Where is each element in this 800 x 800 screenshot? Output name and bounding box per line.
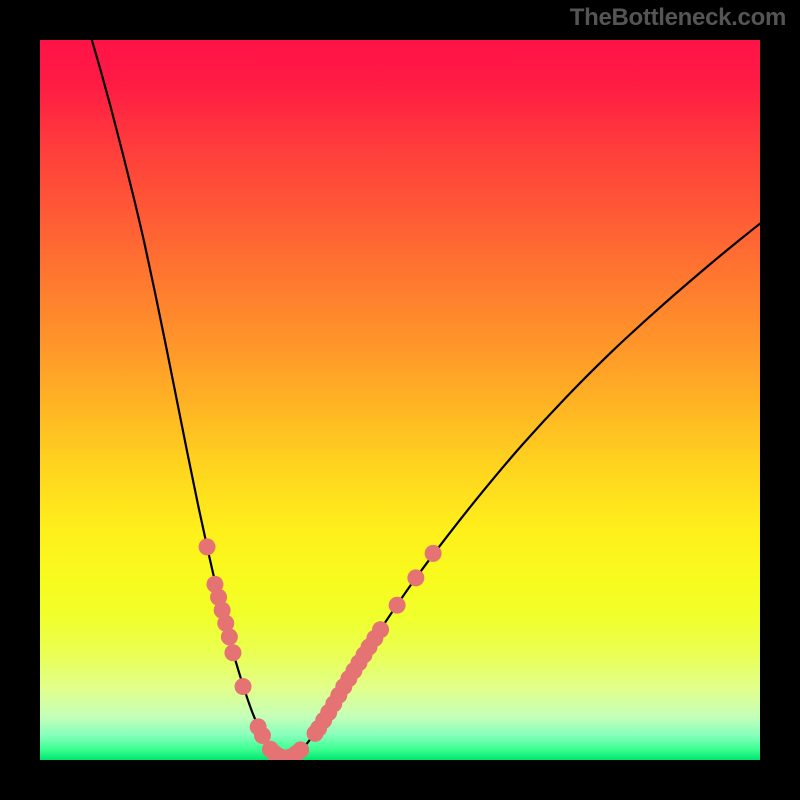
scatter-point (224, 644, 241, 661)
scatter-point (199, 538, 216, 555)
watermark-text: TheBottleneck.com (570, 4, 786, 32)
scatter-point (235, 678, 252, 695)
scatter-point (389, 597, 406, 614)
scatter-point (221, 628, 238, 645)
plot-background (40, 40, 760, 760)
plot-area (40, 40, 760, 760)
scatter-point (425, 545, 442, 562)
chart-container: TheBottleneck.com (0, 0, 800, 800)
plot-svg (40, 40, 760, 760)
scatter-point (292, 741, 309, 758)
scatter-point (407, 569, 424, 586)
scatter-point (372, 621, 389, 638)
